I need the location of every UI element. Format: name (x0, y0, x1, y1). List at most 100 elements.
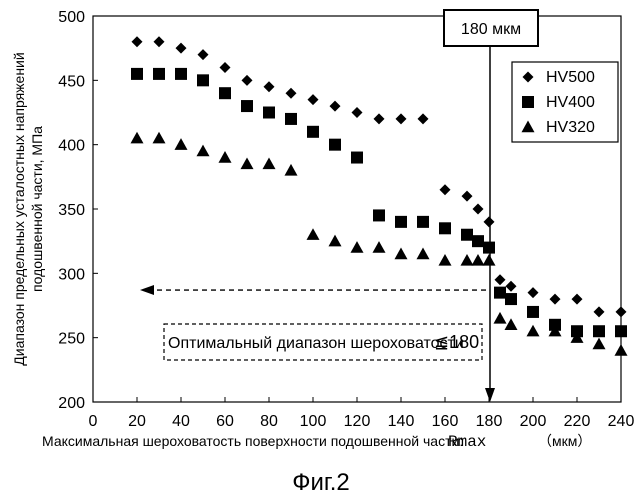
data-point (308, 94, 319, 105)
data-point (616, 306, 627, 317)
data-point (615, 325, 627, 337)
x-tick-label: 160 (432, 413, 459, 430)
data-point (505, 293, 517, 305)
legend-label-hv500: HV500 (546, 69, 595, 86)
x-tick-label: 140 (388, 413, 415, 430)
data-point (176, 43, 187, 54)
data-point (417, 248, 430, 260)
data-point (483, 254, 496, 266)
range-arrowhead (140, 285, 154, 295)
data-point (527, 306, 539, 318)
data-point (494, 312, 507, 324)
x-axis-label: Максимальная шероховатость поверхности п… (42, 433, 463, 449)
data-point (285, 164, 298, 176)
x-tick-label: 120 (344, 413, 371, 430)
data-point (351, 152, 363, 164)
figure-caption: Фиг.2 (292, 469, 350, 496)
data-point (154, 36, 165, 47)
data-point (175, 68, 187, 80)
data-point (594, 306, 605, 317)
data-point (505, 318, 518, 330)
y-tick-label: 300 (58, 266, 85, 283)
range-label: Оптимальный диапазон шероховатости (168, 335, 464, 352)
data-point (373, 241, 386, 253)
data-point (528, 287, 539, 298)
data-point (473, 204, 484, 215)
data-point (197, 74, 209, 86)
data-point (330, 101, 341, 112)
threshold-label: 180 мкм (461, 21, 521, 38)
y-tick-label: 350 (58, 202, 85, 219)
data-point (484, 216, 495, 227)
y-tick-label: 250 (58, 331, 85, 348)
x-tick-label: 200 (520, 413, 547, 430)
y-axis: 200 250 300 350 400 450 500 (58, 9, 98, 412)
data-point (352, 107, 363, 118)
data-point (219, 151, 232, 163)
data-point (439, 254, 452, 266)
range-label-symbol: ≦180 (434, 332, 479, 352)
data-point (374, 113, 385, 124)
x-axis-label-unit: （мкм） (538, 433, 591, 449)
x-tick-label: 220 (564, 413, 591, 430)
data-point (220, 62, 231, 73)
data-point (461, 229, 473, 241)
data-point (132, 36, 143, 47)
y-tick-label: 400 (58, 138, 85, 155)
data-point (462, 191, 473, 202)
threshold-arrowhead (485, 388, 495, 402)
x-tick-label: 20 (128, 413, 146, 430)
data-point (329, 235, 342, 247)
data-point (307, 228, 320, 240)
data-point (472, 254, 485, 266)
data-point (241, 100, 253, 112)
data-point (615, 344, 628, 356)
y-tick-label: 450 (58, 73, 85, 90)
data-point (439, 222, 451, 234)
x-tick-label: 100 (300, 413, 327, 430)
data-point (285, 113, 297, 125)
data-point (527, 325, 540, 337)
legend: HV500 HV400 HV320 (512, 62, 618, 142)
data-point (418, 113, 429, 124)
data-point (286, 88, 297, 99)
data-point (461, 254, 474, 266)
data-point (472, 235, 484, 247)
data-point (395, 216, 407, 228)
x-tick-label: 80 (260, 413, 278, 430)
data-point (307, 126, 319, 138)
data-point (263, 107, 275, 119)
data-point (131, 68, 143, 80)
data-point (264, 81, 275, 92)
data-point (494, 287, 506, 299)
data-point (593, 325, 605, 337)
x-tick-label: 40 (172, 413, 190, 430)
legend-label-hv320: HV320 (546, 119, 595, 136)
y-axis-label-line2: подошвенной части, МПа (29, 126, 45, 292)
data-point (263, 157, 276, 169)
data-point (593, 338, 606, 350)
data-point (153, 132, 166, 144)
data-point (198, 49, 209, 60)
data-point (550, 294, 561, 305)
data-point (197, 145, 210, 157)
data-point (495, 274, 506, 285)
data-point (241, 157, 254, 169)
data-point (131, 132, 144, 144)
data-point (153, 68, 165, 80)
data-point (219, 87, 231, 99)
data-point (373, 209, 385, 221)
data-point (417, 216, 429, 228)
data-point (329, 139, 341, 151)
data-point (351, 241, 364, 253)
data-point (242, 75, 253, 86)
x-tick-label: 0 (89, 413, 98, 430)
y-tick-label: 500 (58, 9, 85, 26)
x-axis-label-symbol: Rmax (448, 433, 486, 451)
legend-marker-hv400 (522, 96, 534, 108)
data-point (506, 281, 517, 292)
data-point (483, 242, 495, 254)
y-tick-label: 200 (58, 395, 85, 412)
x-tick-label: 60 (216, 413, 234, 430)
